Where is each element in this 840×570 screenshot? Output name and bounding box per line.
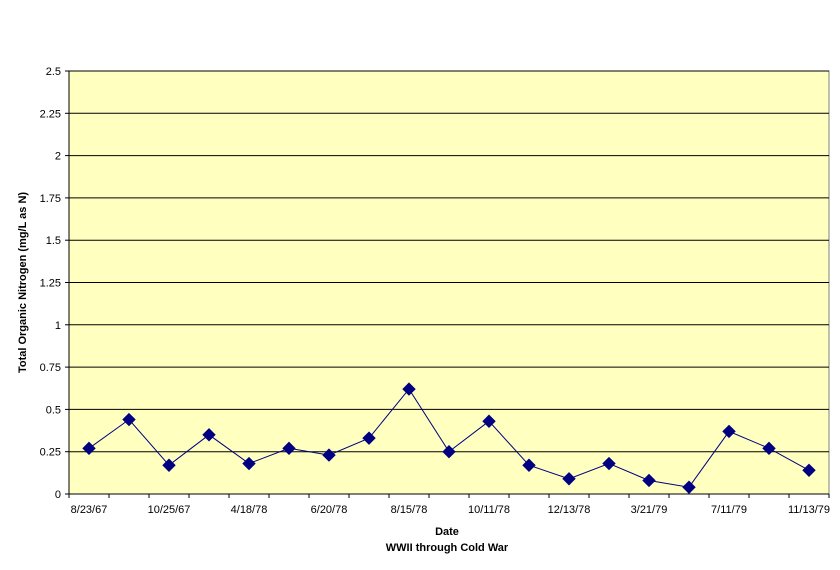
x-tick-label: 11/13/79 [788, 504, 830, 516]
y-tick-label: 0.75 [40, 362, 61, 374]
x-axis-subtitle: WWII through Cold War [386, 542, 509, 554]
series [82, 382, 816, 494]
data-point-marker [762, 441, 776, 456]
y-tick-label: 1.5 [46, 235, 61, 247]
data-point-marker [442, 444, 456, 459]
data-point-marker [82, 441, 96, 456]
data-point-marker [282, 441, 296, 456]
data-point-marker [482, 414, 496, 428]
data-point-marker [682, 480, 696, 494]
gridlines [69, 70, 829, 453]
y-tick-label: 0.25 [40, 447, 61, 459]
data-point-marker [562, 472, 576, 486]
y-tick-label: 0 [55, 489, 61, 501]
x-tick-label: 4/18/78 [231, 504, 268, 516]
x-tick-label: 7/11/79 [711, 504, 747, 516]
x-tick-label: 10/11/78 [468, 504, 510, 516]
x-tick-label: 8/23/67 [71, 504, 108, 516]
data-point-marker [242, 456, 256, 471]
y-tick-label: 1.75 [40, 193, 61, 205]
data-point-marker [802, 463, 816, 478]
data-point-marker [722, 424, 736, 439]
data-point-marker [202, 428, 216, 442]
x-tick-label: 8/15/78 [391, 504, 428, 516]
x-tick-label: 3/21/79 [631, 504, 668, 516]
data-point-marker [402, 382, 416, 396]
y-tick-label: 1.25 [40, 278, 61, 290]
y-tick-label: 1 [55, 320, 61, 332]
x-tick-label: 10/25/67 [148, 504, 191, 516]
y-axis-title: Total Organic Nitrogen (mg/L as N) [17, 192, 29, 373]
data-point-marker [362, 431, 376, 445]
x-tick-label: 12/13/78 [548, 504, 591, 516]
y-tick-label: 0.5 [46, 404, 61, 416]
y-tick-label: 2.5 [46, 66, 61, 78]
x-tick-label: 6/20/78 [311, 504, 348, 516]
y-axis-ticks: 0 0.25 0.5 0.75 1 1.25 1.5 1.75 2 2.25 2.5 [40, 66, 69, 501]
data-point-marker [322, 448, 336, 462]
x-axis-ticks: 8/23/67 10/25/67 4/18/78 6/20/78 8/15/78 10/1… [68, 494, 830, 516]
data-point-marker [522, 458, 536, 472]
data-point-marker [122, 412, 136, 427]
data-point-marker [642, 473, 656, 488]
y-tick-label: 2.25 [40, 108, 61, 120]
data-point-marker [602, 456, 616, 471]
x-axis-title: Date [435, 526, 459, 538]
y-tick-label: 2 [55, 151, 61, 163]
data-point-marker [162, 458, 176, 472]
